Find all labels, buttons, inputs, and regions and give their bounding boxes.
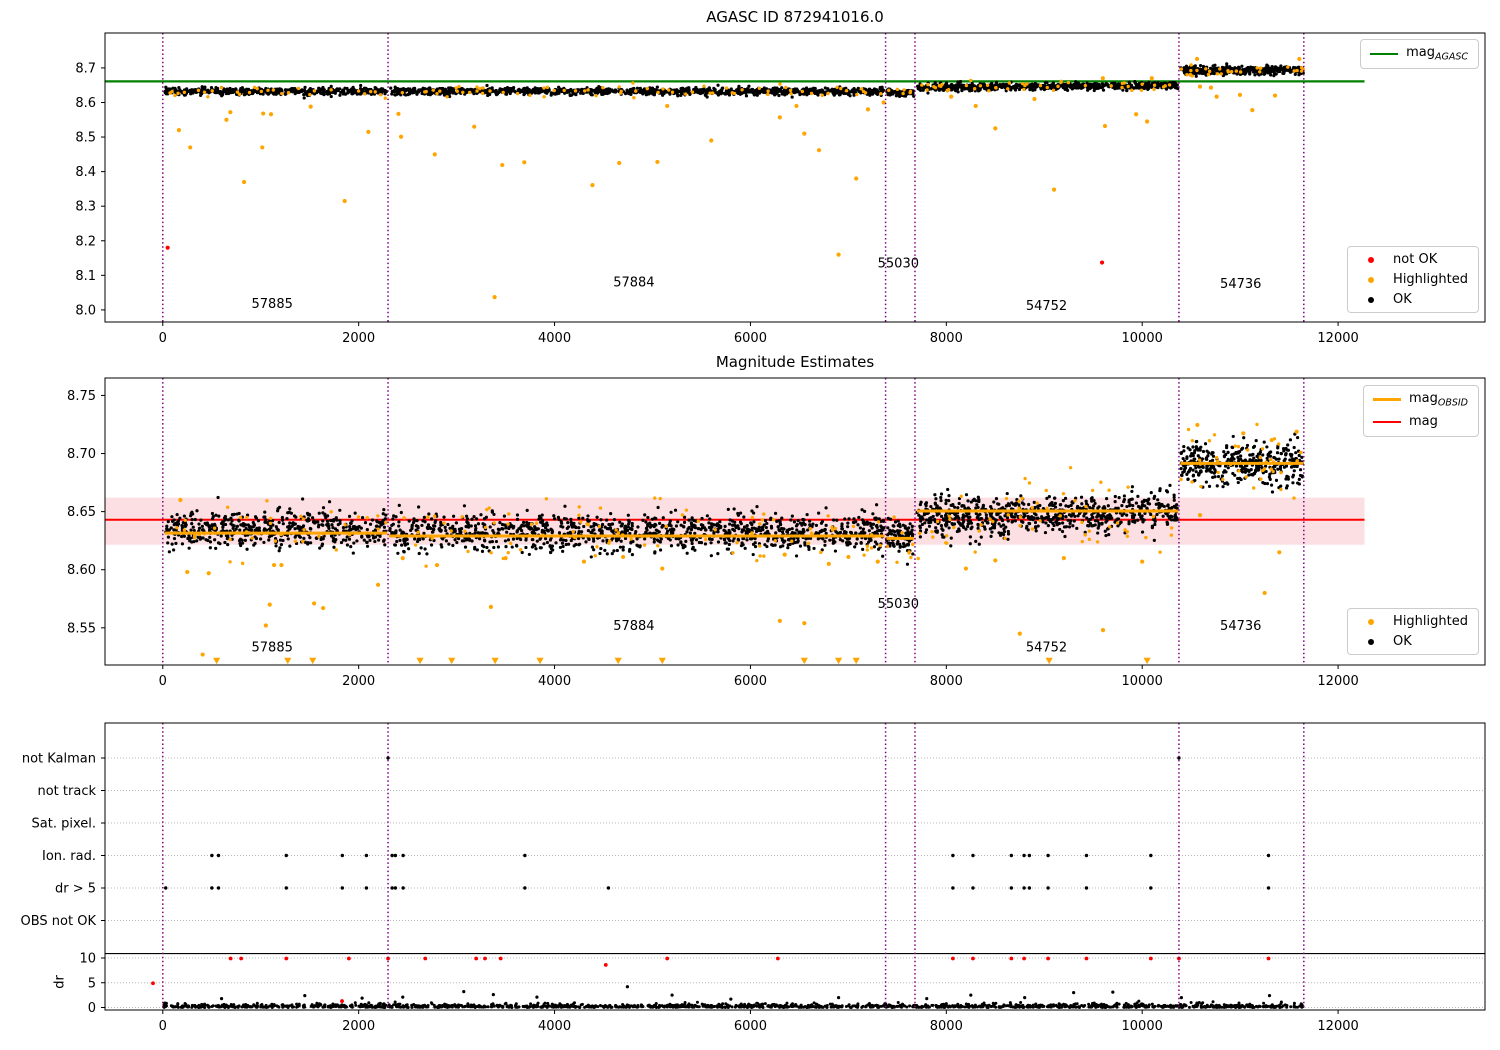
svg-text:57884: 57884 [613,276,654,291]
svg-text:8.7: 8.7 [75,61,96,76]
svg-text:8.0: 8.0 [75,303,96,318]
legend-entry-highlighted-2: Highlighted [1357,614,1468,629]
black-dot-swatch [1357,638,1385,645]
legend-label: Highlighted [1393,614,1468,629]
orange-dot-swatch [1357,276,1385,283]
svg-text:2000: 2000 [342,331,375,346]
legend-mag-agasc: magAGASC [1360,39,1479,69]
dr-axis-label: dr [52,975,68,989]
legend-entry-not-ok: not OK [1357,252,1468,267]
svg-text:0: 0 [159,331,167,346]
svg-text:4000: 4000 [538,331,571,346]
plot1-title: AGASC ID 872941016.0 [706,8,884,26]
black-dot-swatch [1357,296,1385,303]
plot2-title: Magnitude Estimates [715,353,875,371]
legend-entry-highlighted: Highlighted [1357,272,1468,287]
orange-dot-swatch [1357,618,1385,625]
svg-text:10000: 10000 [1122,331,1163,346]
svg-text:8.5: 8.5 [75,131,96,146]
legend-label: OK [1393,634,1412,649]
svg-text:8.2: 8.2 [75,234,96,249]
magnitude-vs-time-plot: 57885 57884 55030 54752 54736 0 2000 4000 6000 80… [75,32,1486,346]
legend-entry-ok: OK [1357,292,1468,307]
svg-text:6000: 6000 [734,331,767,346]
legend-mag-lines: magOBSID mag [1362,385,1479,438]
svg-text:8.6: 8.6 [75,96,96,111]
red-line-swatch [1372,421,1401,424]
legend-label: mag [1408,413,1438,429]
legend-label: magOBSID [1408,391,1468,409]
legend-point-types-2: Highlighted OK [1347,608,1479,655]
legend-point-types: not OK Highlighted OK [1347,246,1479,313]
legend-label: not OK [1393,252,1438,267]
svg-text:54752: 54752 [1026,299,1067,314]
red-dot-swatch [1357,256,1385,263]
legend-label: magAGASC [1406,45,1468,63]
legend-entry-mag-obsid: magOBSID [1372,391,1468,409]
legend-entry-ok-2: OK [1357,634,1468,649]
svg-text:8.1: 8.1 [75,269,96,284]
green-line-swatch [1370,52,1399,55]
legend-label: OK [1393,292,1412,307]
svg-text:8000: 8000 [930,331,963,346]
svg-text:8.4: 8.4 [75,165,96,180]
svg-text:57885: 57885 [252,297,293,312]
legend-entry-mag: mag [1372,413,1468,432]
legend-entry-mag-agasc: magAGASC [1370,45,1468,63]
orange-line-swatch [1372,398,1401,402]
svg-text:12000: 12000 [1317,331,1358,346]
svg-text:8.3: 8.3 [75,200,96,215]
svg-text:54736: 54736 [1220,277,1261,292]
svg-text:55030: 55030 [878,257,919,272]
legend-label: Highlighted [1393,272,1468,287]
